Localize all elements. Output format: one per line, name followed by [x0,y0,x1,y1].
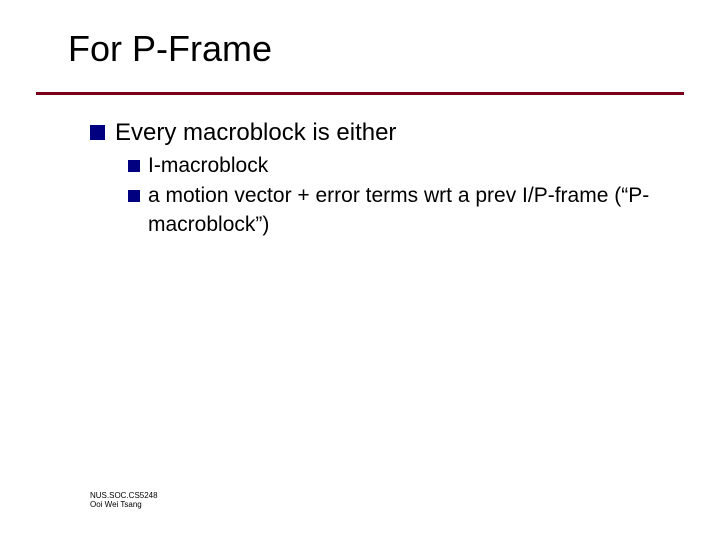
footer-line2: Ooi Wei Tsang [90,500,158,510]
square-bullet-icon [128,190,140,202]
bullet-level2: a motion vector + error terms wrt a prev… [128,182,660,239]
sub-bullet-group: I-macroblock a motion vector + error ter… [128,152,660,239]
title-underline [36,92,684,95]
slide-container: For P-Frame Every macroblock is either I… [0,0,720,540]
slide-title: For P-Frame [68,28,272,70]
bullet-l2-text: a motion vector + error terms wrt a prev… [148,182,658,239]
bullet-l2-text: I-macroblock [148,152,268,180]
slide-footer: NUS.SOC.CS5248 Ooi Wei Tsang [90,491,158,510]
bullet-level2: I-macroblock [128,152,660,180]
footer-line1: NUS.SOC.CS5248 [90,491,158,501]
slide-body: Every macroblock is either I-macroblock … [90,118,660,241]
square-bullet-icon [90,125,105,140]
bullet-level1: Every macroblock is either [90,118,660,148]
square-bullet-icon [128,160,140,172]
bullet-l1-text: Every macroblock is either [115,118,396,148]
